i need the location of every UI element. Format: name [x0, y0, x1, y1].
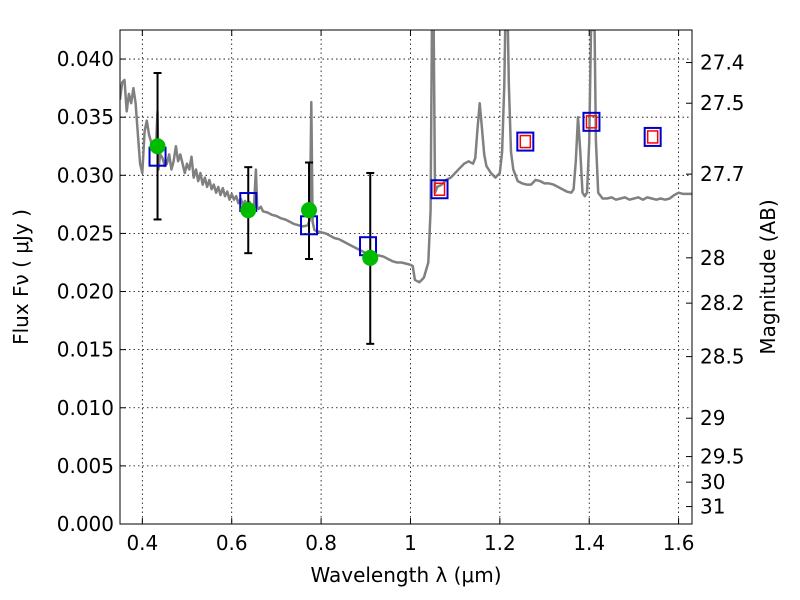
observed-flux-point: [362, 249, 379, 266]
right-tick-label: 30: [700, 470, 725, 494]
model-band-square: [430, 179, 449, 200]
observed-flux-point: [149, 138, 166, 155]
x-tick-label: 0.8: [305, 531, 337, 555]
x-tick-label: 1.4: [573, 531, 605, 555]
observed-flux-point: [301, 202, 318, 219]
data-series: [120, 30, 692, 345]
model-band-square: [582, 111, 601, 132]
y-tick-label: 0.000: [57, 512, 114, 536]
y-tick-label: 0.010: [57, 396, 114, 420]
observed-band-square: [519, 134, 532, 149]
right-tick-label: 27.5: [700, 91, 745, 115]
model-band-square: [516, 131, 535, 152]
x-axis-title: Wavelength λ (μm): [310, 563, 501, 587]
y-axis-title: Flux Fν ( μJy ): [9, 209, 33, 345]
grid-lines: [120, 30, 692, 524]
y-tick-label: 0.015: [57, 338, 114, 362]
x-tick-label: 1.6: [663, 531, 695, 555]
model-band-square: [643, 126, 662, 147]
y-tick-label: 0.030: [57, 163, 114, 187]
right-tick-label: 29: [700, 406, 725, 430]
right-tick-label: 27.7: [700, 162, 745, 186]
y-tick-label: 0.035: [57, 105, 114, 129]
y-tick-label: 0.020: [57, 280, 114, 304]
y-axis-right-title: Magnitude (AB): [756, 199, 780, 354]
right-tick-label: 27.4: [700, 51, 745, 75]
y-tick-label: 0.005: [57, 454, 114, 478]
right-tick-label: 28.2: [700, 291, 745, 315]
observed-band-square: [646, 130, 659, 144]
axis-ticks: 0.4 0.6 0.8 1 1.2 1.4 1.6 0.000 0.005 0.010 0.015 0…: [57, 30, 745, 555]
right-tick-label: 29.5: [700, 445, 745, 469]
right-tick-label: 28: [700, 246, 725, 270]
observed-band-square: [433, 182, 446, 196]
right-tick-label: 31: [700, 495, 725, 519]
plot-frame: [119, 29, 693, 525]
y-tick-label: 0.025: [57, 221, 114, 245]
observed-flux-point: [240, 202, 257, 219]
right-tick-label: 28.5: [700, 345, 745, 369]
x-tick-label: 0.4: [126, 531, 158, 555]
x-tick-label: 1.2: [484, 531, 516, 555]
y-tick-label: 0.040: [57, 47, 114, 71]
x-tick-label: 1: [404, 531, 417, 555]
model-spectrum-line: [120, 30, 692, 284]
x-tick-label: 0.6: [216, 531, 248, 555]
observed-band-square: [585, 115, 598, 129]
